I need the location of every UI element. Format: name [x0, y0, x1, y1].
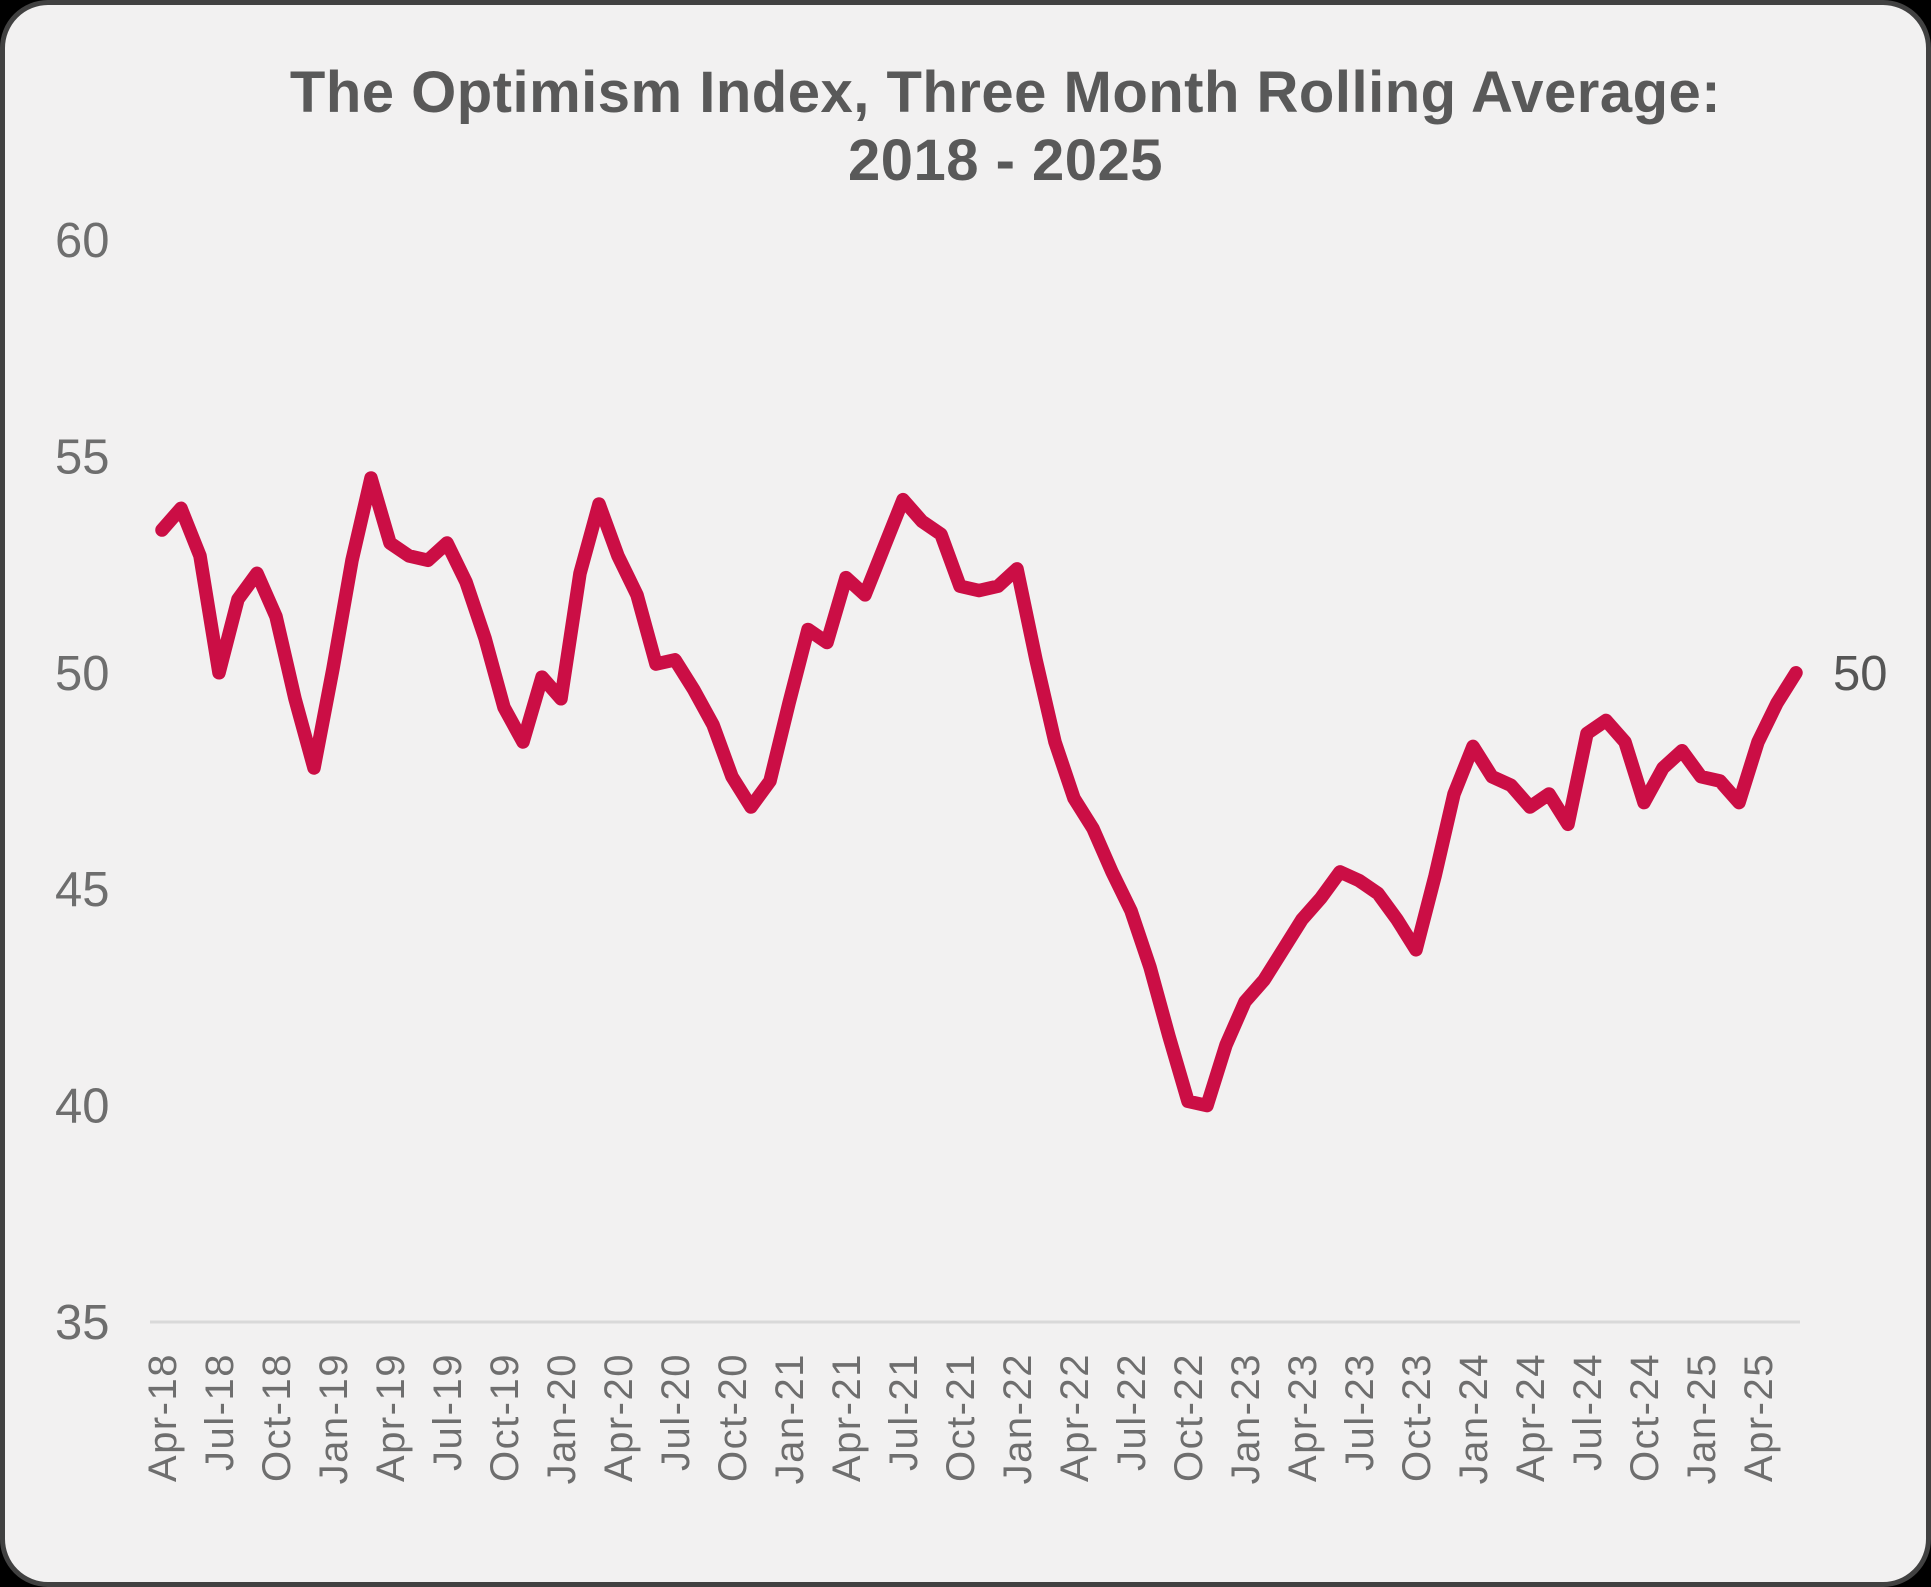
x-tick-label: Apr-21 — [825, 1353, 869, 1482]
x-tick-label: Oct-24 — [1623, 1353, 1667, 1482]
series-line — [155, 471, 1803, 1113]
x-tick-label: Apr-20 — [597, 1353, 641, 1482]
chart-title-line2: 2018 - 2025 — [847, 128, 1164, 193]
x-tick-label: Jul-24 — [1566, 1353, 1610, 1471]
x-tick-label: Apr-23 — [1281, 1353, 1325, 1482]
x-tick-label: Apr-22 — [1053, 1353, 1097, 1482]
x-tick-label: Jan-24 — [1452, 1353, 1496, 1484]
optimism-index-line-chart: 60 55 50 45 40 35 Apr-18 Jul-18 Oct-18 Jan-19 Apr-… — [55, 214, 1888, 1484]
x-tick-label: Jan-19 — [312, 1353, 356, 1484]
y-tick-label: 50 — [55, 647, 110, 701]
y-tick-label: 55 — [55, 430, 110, 484]
x-tick-label: Oct-19 — [483, 1353, 527, 1482]
chart-title-line1: The Optimism Index, Three Month Rolling … — [289, 60, 1722, 125]
x-tick-label: Jul-21 — [882, 1353, 926, 1471]
x-tick-label: Apr-25 — [1737, 1353, 1781, 1482]
x-tick-label: Jul-20 — [654, 1353, 698, 1471]
y-tick-label: 40 — [55, 1080, 110, 1134]
end-value-label: 50 — [1833, 647, 1888, 701]
x-tick-label: Jan-21 — [768, 1353, 812, 1484]
x-tick-label: Oct-18 — [255, 1353, 299, 1482]
x-tick-label: Jul-18 — [198, 1353, 242, 1471]
x-tick-label: Apr-19 — [369, 1353, 413, 1482]
x-tick-label: Jan-20 — [540, 1353, 584, 1484]
y-tick-label: 45 — [55, 863, 110, 917]
x-tick-label: Jul-23 — [1338, 1353, 1382, 1471]
x-tick-label: Apr-18 — [141, 1353, 185, 1482]
x-tick-label: Oct-21 — [939, 1353, 983, 1482]
x-tick-label: Apr-24 — [1509, 1353, 1553, 1482]
chart-title: The Optimism Index, Three Month Rolling … — [45, 59, 1926, 195]
x-tick-label: Jan-25 — [1680, 1353, 1724, 1484]
y-tick-label: 60 — [55, 214, 110, 268]
x-tick-label: Jan-22 — [996, 1353, 1040, 1484]
x-tick-label: Oct-20 — [711, 1353, 755, 1482]
x-tick-label: Oct-23 — [1395, 1353, 1439, 1482]
x-tick-label: Jan-23 — [1224, 1353, 1268, 1484]
x-tick-label: Jul-22 — [1110, 1353, 1154, 1471]
x-tick-label: Oct-22 — [1167, 1353, 1211, 1482]
y-tick-label: 35 — [55, 1296, 110, 1350]
x-tick-label: Jul-19 — [426, 1353, 470, 1471]
